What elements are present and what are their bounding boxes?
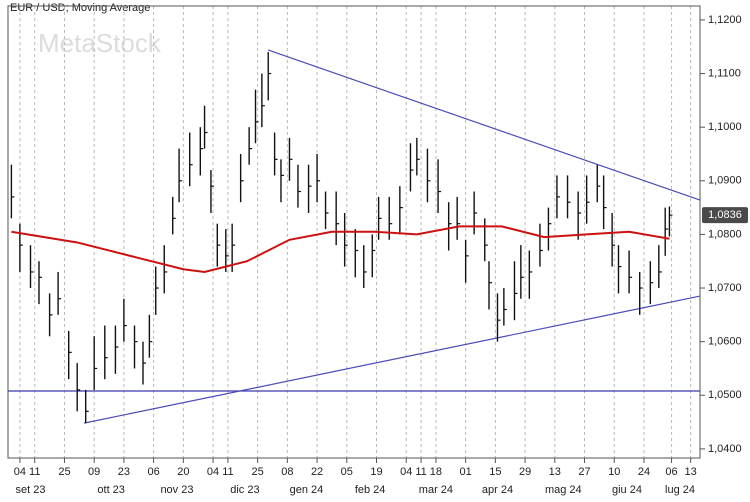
month-label: mar 24 xyxy=(419,484,453,496)
month-label: ott 23 xyxy=(97,484,125,496)
x-tick-label: 06 xyxy=(147,466,159,478)
x-tick-label: 15 xyxy=(489,466,501,478)
x-tick-label: 19 xyxy=(370,466,382,478)
month-label: giu 24 xyxy=(612,484,642,496)
month-label: feb 24 xyxy=(355,484,386,496)
x-tick-label: 27 xyxy=(578,466,590,478)
x-tick-label: 25 xyxy=(252,466,264,478)
x-tick-label: 04 xyxy=(400,466,412,478)
y-tick-label: 1,0900 xyxy=(708,175,742,187)
plot-frame xyxy=(7,5,701,459)
x-tick-label: 13 xyxy=(685,466,697,478)
x-tick-label: 11 xyxy=(222,466,233,478)
y-tick-label: 1,0500 xyxy=(708,389,742,401)
x-tick-label: 24 xyxy=(638,466,650,478)
x-tick-label: 11 xyxy=(415,466,426,478)
month-label: nov 23 xyxy=(160,484,193,496)
y-tick-label: 1,0800 xyxy=(708,228,742,240)
x-tick-label: 22 xyxy=(311,466,323,478)
y-tick-label: 1,1000 xyxy=(708,121,742,133)
y-tick-label: 1,0600 xyxy=(708,336,742,348)
x-tick-label: 04 xyxy=(14,466,26,478)
x-tick-label: 04 xyxy=(207,466,219,478)
x-tick-label: 13 xyxy=(549,466,561,478)
y-tick-label: 1,0700 xyxy=(708,282,742,294)
y-tick-label: 1,1100 xyxy=(708,67,741,79)
last-price-label: 1,0836 xyxy=(708,209,742,221)
x-tick-label: 20 xyxy=(177,466,189,478)
x-tick-label: 05 xyxy=(341,466,353,478)
month-label: set 23 xyxy=(16,484,46,496)
x-tick-label: 11 xyxy=(29,466,40,478)
month-label: lug 24 xyxy=(665,484,695,496)
last-price-box xyxy=(702,207,748,224)
y-tick-label: 1,1200 xyxy=(708,14,742,26)
moving-average xyxy=(11,225,670,273)
y-tick-label: 1,0400 xyxy=(708,443,742,455)
x-tick-label: 23 xyxy=(118,466,130,478)
month-label: gen 24 xyxy=(290,484,324,496)
trendline xyxy=(267,49,701,201)
x-tick-label: 25 xyxy=(58,466,70,478)
month-label: mag 24 xyxy=(545,484,582,496)
chart-title: EUR / USD; Moving Average xyxy=(10,2,150,14)
x-tick-label: 18 xyxy=(430,466,442,478)
x-tick-label: 08 xyxy=(281,466,293,478)
x-tick-label: 29 xyxy=(519,466,531,478)
trendline xyxy=(83,295,701,424)
month-label: apr 24 xyxy=(482,484,513,496)
x-tick-label: 06 xyxy=(665,466,677,478)
month-label: dic 23 xyxy=(230,484,259,496)
x-tick-label: 01 xyxy=(460,466,472,478)
watermark: MetaStock xyxy=(38,28,162,58)
x-tick-label: 10 xyxy=(608,466,620,478)
x-tick-label: 09 xyxy=(88,466,100,478)
